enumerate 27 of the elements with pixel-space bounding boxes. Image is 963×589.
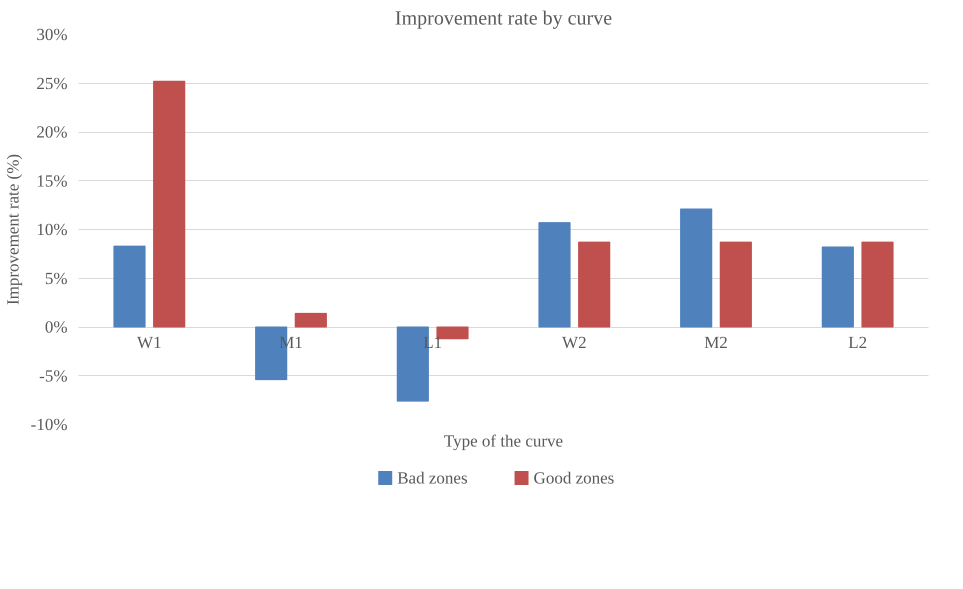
y-tick-label: 20% [36, 122, 68, 142]
bar [861, 242, 894, 328]
bar [113, 246, 146, 328]
y-tick-label: 25% [36, 74, 68, 93]
x-tick-label: W2 [562, 333, 587, 352]
bar [538, 222, 571, 328]
y-tick-label: -5% [39, 366, 68, 386]
y-tick-label: 15% [36, 171, 68, 190]
y-tick-label: 30% [36, 25, 68, 44]
y-tick-label: 5% [44, 268, 68, 288]
bar [680, 208, 712, 328]
bar [822, 246, 854, 328]
legend-label: Bad zones [397, 468, 468, 488]
bar [153, 80, 186, 328]
x-axis-title: Type of the curve [444, 432, 564, 450]
y-tick-label: 0% [44, 318, 68, 336]
x-tick-label: M2 [704, 333, 728, 352]
legend-label: Good zones [534, 468, 614, 488]
bar [578, 242, 610, 328]
y-axis-title: Improvement rate (%) [4, 154, 23, 306]
x-tick-label: W1 [137, 333, 162, 352]
y-tick-label: 10% [36, 220, 68, 239]
y-tick-label: -10% [30, 415, 68, 434]
chart-title: Improvement rate by curve [394, 8, 612, 30]
bar [720, 242, 752, 328]
bar [294, 312, 327, 328]
x-tick-label: L2 [848, 333, 868, 352]
